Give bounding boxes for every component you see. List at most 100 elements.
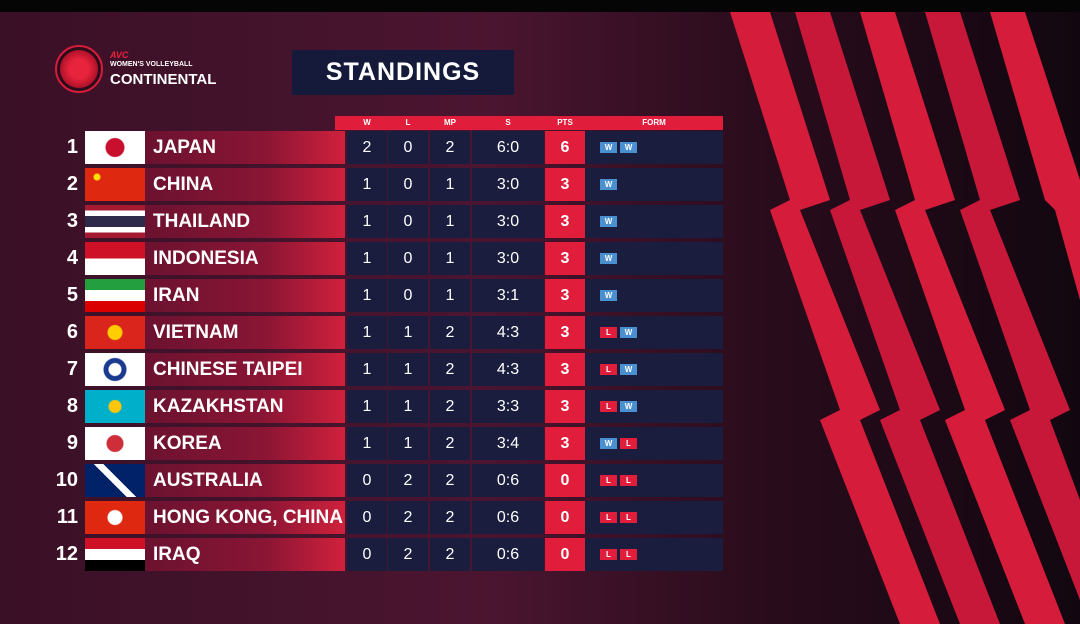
cell-pts: 0 <box>545 464 585 497</box>
form-cell: W <box>585 205 723 238</box>
team-name: IRAQ <box>145 538 345 571</box>
cell-mp: 1 <box>430 168 470 201</box>
form-badge: L <box>600 512 617 523</box>
form-badge: L <box>600 549 617 560</box>
cell-pts: 3 <box>545 168 585 201</box>
form-badge: W <box>620 327 637 338</box>
cell-l: 0 <box>388 205 428 238</box>
cell-mp: 2 <box>430 501 470 534</box>
cell-pts: 3 <box>545 390 585 423</box>
form-cell: W <box>585 168 723 201</box>
form-badge: W <box>600 438 617 449</box>
standing-row: 7 CHINESE TAIPEI 1 1 2 4:3 3 L W <box>0 353 740 386</box>
title: STANDINGS <box>292 50 514 95</box>
cell-l: 0 <box>388 131 428 164</box>
rank: 3 <box>66 210 78 232</box>
flag <box>85 538 145 571</box>
cell-s: 3:3 <box>472 390 544 423</box>
flag <box>85 390 145 423</box>
flag <box>85 168 145 201</box>
form-badge: W <box>600 142 617 153</box>
cell-s: 3:0 <box>472 168 544 201</box>
cell-mp: 2 <box>430 390 470 423</box>
form-badge: L <box>620 438 637 449</box>
top-bar <box>0 0 1080 12</box>
flag <box>85 279 145 312</box>
cell-l: 0 <box>388 242 428 275</box>
column-header: S <box>505 118 511 127</box>
rank: 7 <box>66 358 78 380</box>
flag <box>85 427 145 460</box>
cell-mp: 2 <box>430 538 470 571</box>
flag <box>85 205 145 238</box>
cell-pts: 3 <box>545 427 585 460</box>
form-badge: W <box>620 364 637 375</box>
column-header: L <box>405 118 411 127</box>
team-name: JAPAN <box>145 131 345 164</box>
cell-mp: 2 <box>430 353 470 386</box>
standing-row: 8 KAZAKHSTAN 1 1 2 3:3 3 L W <box>0 390 740 423</box>
form-badge: L <box>600 475 617 486</box>
rank: 4 <box>66 247 78 269</box>
cell-w: 0 <box>347 501 387 534</box>
team-name: KAZAKHSTAN <box>145 390 345 423</box>
cell-pts: 0 <box>545 501 585 534</box>
cell-mp: 2 <box>430 316 470 349</box>
cell-mp: 1 <box>430 279 470 312</box>
form-cell: W <box>585 279 723 312</box>
form-badge: W <box>620 142 637 153</box>
cell-w: 1 <box>347 390 387 423</box>
cell-w: 1 <box>347 168 387 201</box>
flag <box>85 242 145 275</box>
form-badge: W <box>600 216 617 227</box>
cell-w: 1 <box>347 353 387 386</box>
form-badge: W <box>600 290 617 301</box>
cell-s: 3:0 <box>472 205 544 238</box>
cell-w: 1 <box>347 316 387 349</box>
team-name: THAILAND <box>145 205 345 238</box>
standing-row: 6 VIETNAM 1 1 2 4:3 3 L W <box>0 316 740 349</box>
cell-pts: 6 <box>545 131 585 164</box>
form-badge: L <box>620 549 637 560</box>
team-name: KOREA <box>145 427 345 460</box>
column-header: MP <box>444 118 456 127</box>
team-name: HONG KONG, CHINA <box>145 501 345 534</box>
flag <box>85 316 145 349</box>
team-name: VIETNAM <box>145 316 345 349</box>
cell-l: 0 <box>388 168 428 201</box>
rank: 6 <box>66 321 78 343</box>
standing-row: 1 JAPAN 2 0 2 6:0 6 W W <box>0 131 740 164</box>
form-badge: L <box>600 327 617 338</box>
cell-w: 1 <box>347 205 387 238</box>
cell-mp: 2 <box>430 427 470 460</box>
cell-s: 4:3 <box>472 316 544 349</box>
cell-w: 1 <box>347 279 387 312</box>
cell-s: 0:6 <box>472 501 544 534</box>
flag <box>85 501 145 534</box>
team-name: INDONESIA <box>145 242 345 275</box>
form-badge: W <box>620 401 637 412</box>
cell-pts: 0 <box>545 538 585 571</box>
flag <box>85 131 145 164</box>
cell-s: 3:4 <box>472 427 544 460</box>
rank: 11 <box>56 506 78 528</box>
logo <box>55 45 103 93</box>
cell-l: 2 <box>388 501 428 534</box>
cell-pts: 3 <box>545 316 585 349</box>
form-badge: L <box>600 401 617 412</box>
standing-row: 10 AUSTRALIA 0 2 2 0:6 0 L L <box>0 464 740 497</box>
form-badge: L <box>620 512 637 523</box>
team-name: AUSTRALIA <box>145 464 345 497</box>
standing-row: 3 THAILAND 1 0 1 3:0 3 W <box>0 205 740 238</box>
cell-l: 1 <box>388 427 428 460</box>
column-header: W <box>363 118 371 127</box>
cell-w: 0 <box>347 464 387 497</box>
